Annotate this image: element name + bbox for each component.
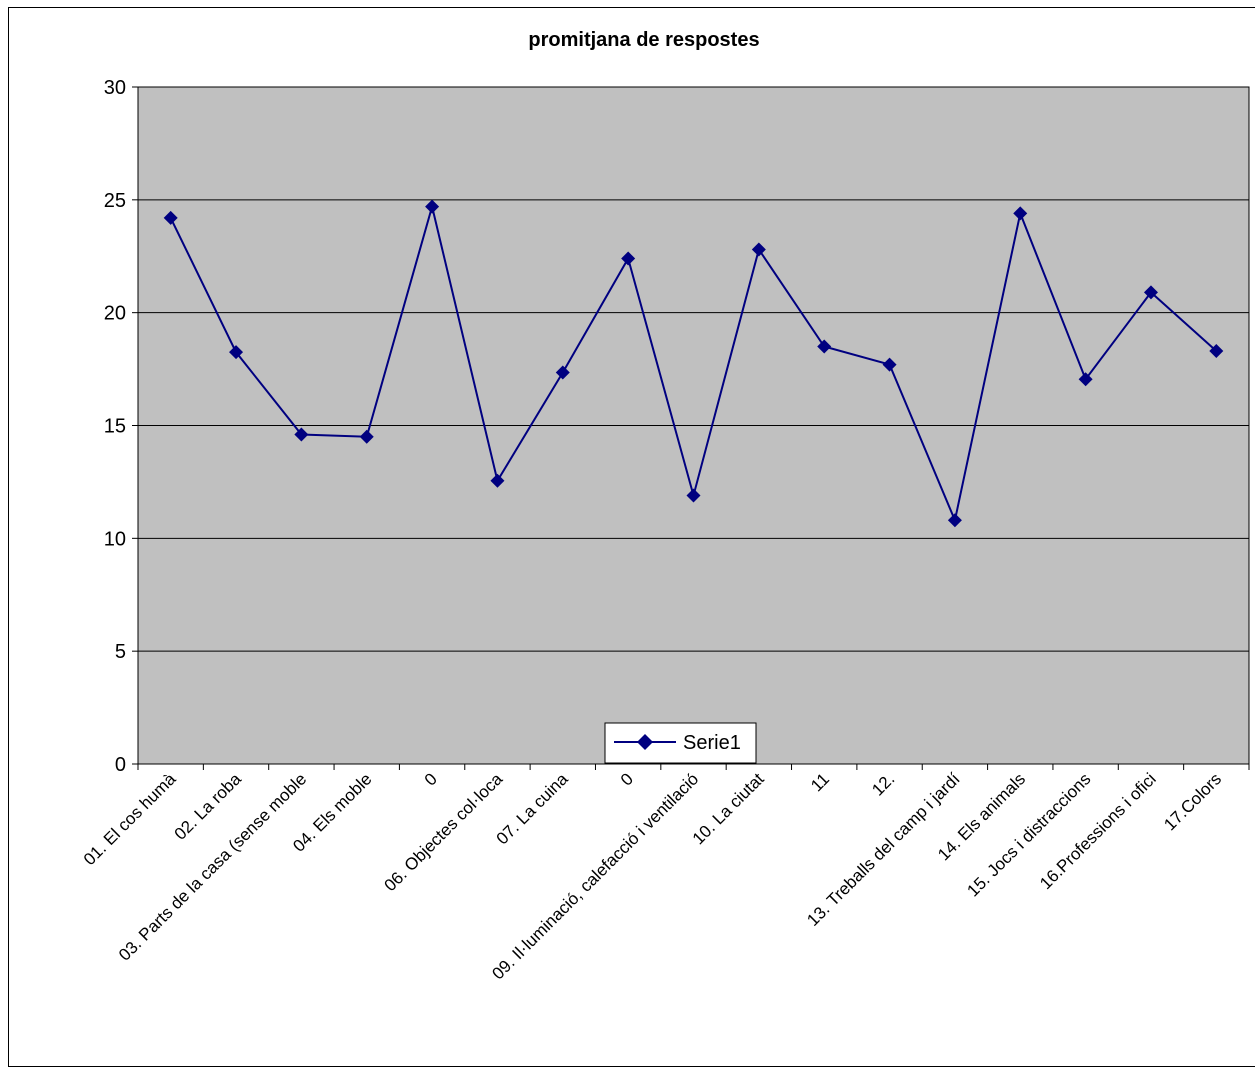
series-layer [163,199,1224,528]
data-point [229,345,244,360]
data-point [1209,344,1224,359]
data-point [163,210,178,225]
x-tick-label: 17.Colors [1160,769,1225,834]
data-point [425,199,440,214]
plot-area [137,86,1250,765]
x-tick-label: 10. La ciutat [689,769,768,848]
legend-marker [637,734,653,750]
x-tick-label: 01. El cos humà [80,769,180,869]
data-point [1013,206,1028,221]
chart-title: promitjana de respostes [528,29,759,51]
x-tick-label: 09. Il·luminació, calefacció i ventilaci… [488,769,702,983]
data-point [621,251,636,266]
x-tick-label: 15. Jocs i distraccions [963,769,1094,900]
x-tick-label: 16.Professions i ofici [1036,769,1160,893]
data-point [490,473,505,488]
y-tick-label: 20 [104,303,126,325]
x-tick-label: 0 [421,769,441,789]
x-tick-label: 07. La cuina [493,769,572,848]
data-point [1143,285,1158,300]
y-tick-label: 15 [104,416,126,438]
y-axis: 0 5 10 15 20 25 30 [104,77,138,776]
data-point [751,242,766,257]
legend: Serie1 [604,722,757,764]
y-tick-label: 25 [104,190,126,212]
data-point [882,357,897,372]
x-tick-label: 0 [617,769,637,789]
data-point [359,429,374,444]
data-point [294,427,309,442]
data-point [1078,372,1093,387]
y-tick-label: 10 [104,528,126,550]
data-point [947,513,962,528]
data-point [686,488,701,503]
y-tick-label: 0 [115,754,126,776]
y-tick-label: 30 [104,77,126,99]
x-tick-label: 12. [868,769,898,799]
legend-label: Serie1 [683,732,741,754]
data-point [555,365,570,380]
data-point [817,339,832,354]
x-tick-label: 06. Objectes col·loca [381,769,507,895]
x-tick-label: 11 [807,769,833,795]
y-tick-label: 5 [115,641,126,663]
